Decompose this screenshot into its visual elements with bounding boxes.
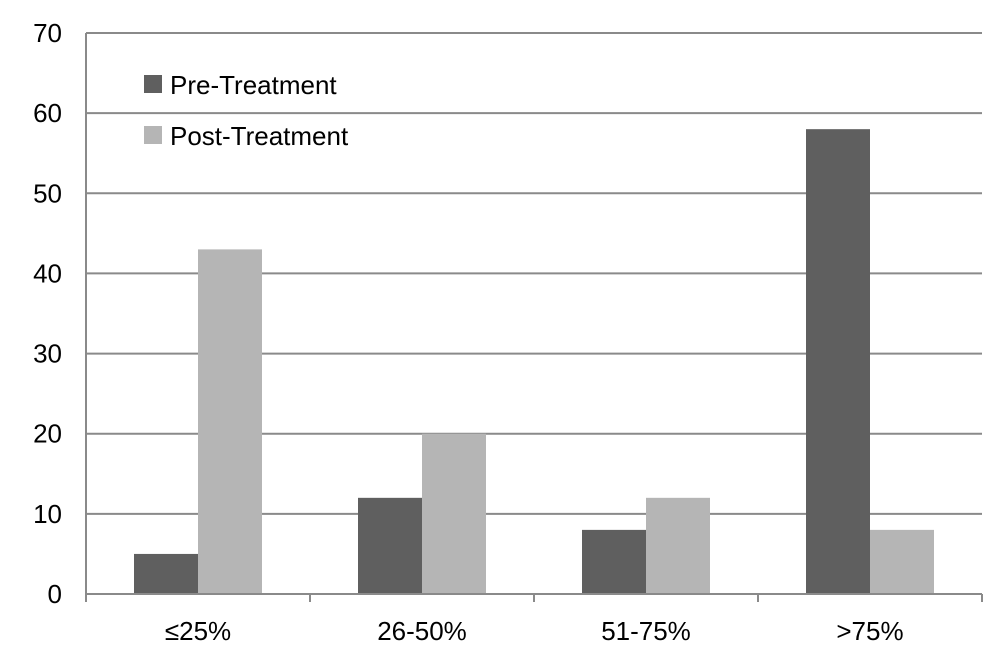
bar-post-treatment xyxy=(422,433,486,594)
y-tick-label: 40 xyxy=(33,258,62,288)
bar-pre-treatment xyxy=(582,529,646,594)
y-tick-label: 50 xyxy=(33,178,62,208)
y-tick-label: 70 xyxy=(33,18,62,48)
bar-post-treatment xyxy=(870,529,934,594)
legend-swatch xyxy=(144,75,162,93)
y-tick-label: 30 xyxy=(33,339,62,369)
y-tick-label: 0 xyxy=(48,579,62,609)
x-tick-label: 26-50% xyxy=(377,616,467,646)
x-tick-label: >75% xyxy=(836,616,903,646)
bar-pre-treatment xyxy=(358,497,422,594)
bar-post-treatment xyxy=(646,497,710,594)
bar-pre-treatment xyxy=(806,129,870,594)
bar-post-treatment xyxy=(198,249,262,594)
legend-label: Pre-Treatment xyxy=(170,70,337,100)
y-tick-label: 10 xyxy=(33,499,62,529)
x-tick-label: ≤25% xyxy=(165,616,231,646)
x-tick-label: 51-75% xyxy=(601,616,691,646)
y-axis-ticks: 0 10 20 30 40 50 60 70 xyxy=(33,18,62,609)
bar-pre-treatment xyxy=(134,553,198,594)
x-axis-ticks: ≤25% 26-50% 51-75% >75% xyxy=(165,616,904,646)
y-tick-label: 20 xyxy=(33,419,62,449)
bars xyxy=(134,129,934,594)
axes xyxy=(85,33,983,602)
y-tick-label: 60 xyxy=(33,98,62,128)
legend-swatch xyxy=(144,126,162,144)
legend: Pre-Treatment Post-Treatment xyxy=(144,70,349,151)
legend-label: Post-Treatment xyxy=(170,121,349,151)
